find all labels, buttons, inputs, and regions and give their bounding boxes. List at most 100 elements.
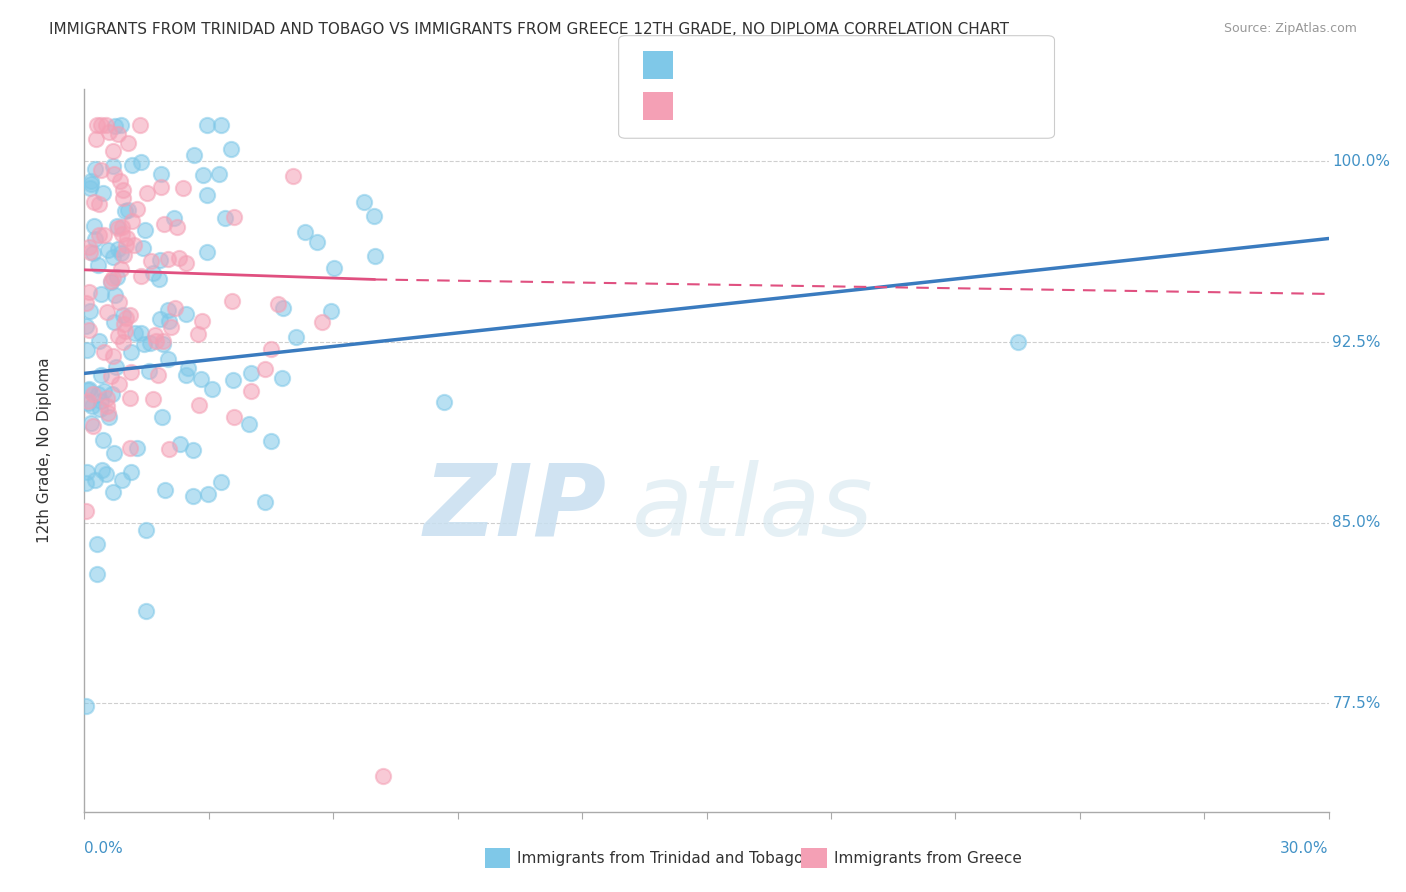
Point <box>103 315 125 329</box>
Point <box>254 495 277 509</box>
Point <box>96 399 118 413</box>
Point <box>121 214 143 228</box>
Point <box>131 268 153 283</box>
Point <box>117 136 139 151</box>
Point <box>150 179 173 194</box>
Point <box>176 368 198 383</box>
Point <box>267 297 290 311</box>
Point <box>294 225 316 239</box>
Point <box>221 373 243 387</box>
Point <box>114 324 136 338</box>
Point <box>107 127 129 141</box>
Point <box>157 252 180 267</box>
Point <box>101 159 124 173</box>
Point <box>77 395 100 409</box>
Point <box>149 311 172 326</box>
Point <box>89 401 111 416</box>
Point <box>89 197 111 211</box>
Point <box>86 118 108 132</box>
Point <box>77 285 100 299</box>
Point <box>114 310 136 325</box>
Point <box>94 118 117 132</box>
Point <box>188 398 211 412</box>
Point <box>114 204 136 219</box>
Point <box>195 118 218 132</box>
Point <box>105 269 128 284</box>
Point <box>142 266 165 280</box>
Point <box>76 465 98 479</box>
Point <box>96 305 118 319</box>
Point <box>221 293 243 308</box>
Point <box>105 219 128 234</box>
Text: 85.0%: 85.0% <box>1333 516 1381 530</box>
Point <box>260 434 283 449</box>
Point <box>100 275 122 289</box>
Point <box>260 342 283 356</box>
Point <box>148 368 170 382</box>
Point <box>90 162 112 177</box>
Point <box>110 118 132 132</box>
Point <box>112 248 135 262</box>
Text: ZIP: ZIP <box>425 459 607 557</box>
Point <box>86 567 108 582</box>
Point <box>91 433 114 447</box>
Point <box>124 326 146 341</box>
Point <box>90 286 112 301</box>
Point <box>80 399 103 413</box>
Point <box>96 391 118 405</box>
Point <box>84 162 107 177</box>
Point <box>152 334 174 349</box>
Point <box>353 195 375 210</box>
Point <box>103 270 125 285</box>
Text: 30.0%: 30.0% <box>1281 840 1329 855</box>
Point <box>83 473 105 487</box>
Point <box>84 132 107 146</box>
Point <box>75 504 97 518</box>
Point <box>191 168 214 182</box>
Point <box>190 314 212 328</box>
Point <box>93 384 115 398</box>
Point <box>149 253 172 268</box>
Point <box>112 308 135 322</box>
Point <box>155 483 177 497</box>
Point <box>80 177 103 191</box>
Point <box>112 335 135 350</box>
Point <box>284 330 307 344</box>
Point <box>209 118 232 132</box>
Point <box>156 303 179 318</box>
Point <box>97 125 120 139</box>
Point <box>93 345 115 359</box>
Point <box>90 118 112 132</box>
Point <box>433 395 456 409</box>
Point <box>87 334 110 349</box>
Point <box>86 536 108 550</box>
Point <box>142 392 165 407</box>
Point <box>75 296 97 310</box>
Point <box>110 245 132 260</box>
Point <box>111 191 134 205</box>
Point <box>214 211 236 226</box>
Point <box>129 155 152 169</box>
Point <box>165 301 187 315</box>
Point <box>101 251 124 265</box>
Point <box>157 314 180 328</box>
Point <box>239 384 262 398</box>
Point <box>129 118 152 132</box>
Point <box>195 244 218 259</box>
Point <box>222 210 245 224</box>
Point <box>87 387 110 401</box>
Point <box>79 382 101 396</box>
Point <box>120 365 142 379</box>
Point <box>135 523 157 537</box>
Point <box>222 410 245 425</box>
Point <box>84 232 107 246</box>
Point <box>319 303 342 318</box>
Text: Immigrants from Greece: Immigrants from Greece <box>834 851 1022 865</box>
Point <box>197 487 219 501</box>
Text: 0.0%: 0.0% <box>84 840 124 855</box>
Text: R =: R = <box>682 97 718 115</box>
Point <box>104 119 127 133</box>
Text: 115: 115 <box>813 56 848 74</box>
Point <box>238 417 260 431</box>
Point <box>127 441 149 455</box>
